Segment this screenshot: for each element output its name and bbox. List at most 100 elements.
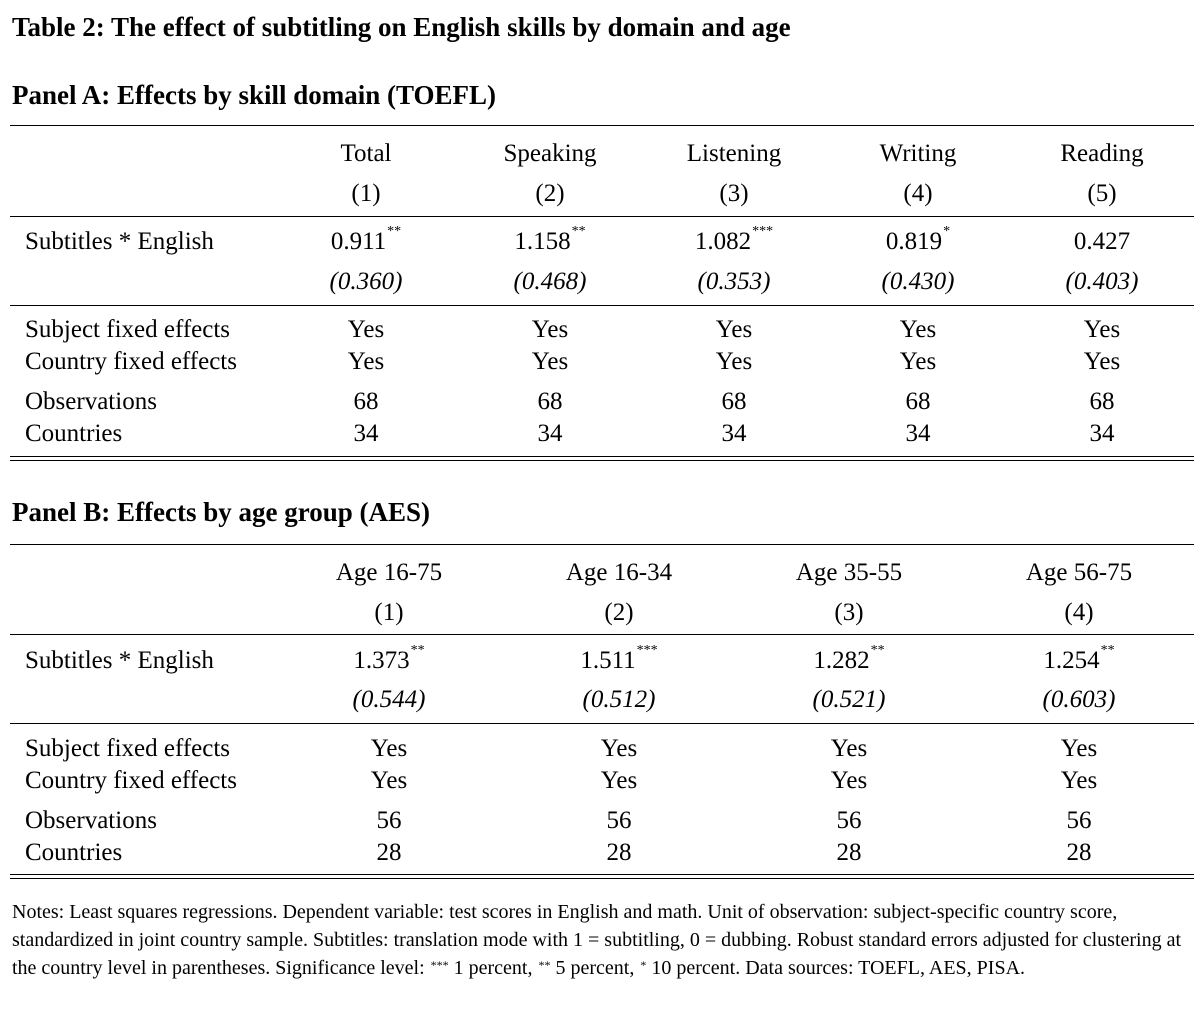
panel-a-col-4-coefficient: 0.819* (885, 224, 950, 256)
panel-b-col-4-coefficient-text: 1.254 (1043, 647, 1100, 674)
panel-b-col-4-header-name: Age 56-75 (1026, 559, 1132, 587)
panel-b-col-1-countries: 28 (377, 839, 402, 867)
panel-a-col-5-coefficient: 0.427 (1074, 228, 1130, 256)
panel-a-col-2-subject-fe-text: Yes (531, 316, 569, 343)
panel-a-col-3-header-number: (3) (719, 180, 748, 208)
panel-b-col-4-countries-text: 28 (1066, 839, 1092, 866)
notes-stars-3: *** (430, 958, 449, 972)
panel-b-col-1-subject-fe-text: Yes (370, 735, 408, 762)
panel-a-col-1-country-fe: Yes (348, 348, 384, 376)
panel-b-col-2-countries-text: 28 (606, 839, 632, 866)
panel-b-col-2-header-number-text: (2) (604, 599, 634, 626)
panel-a-col-5-standard-error: (0.403) (1066, 268, 1139, 296)
panel-a-col-1-header-number: (1) (351, 180, 380, 208)
panel-a-col-4-subject-fe: Yes (900, 316, 936, 344)
panel-b-col-1-subject-fe: Yes (371, 735, 407, 763)
panel-a-col-3-observations-text: 68 (721, 388, 747, 415)
panel-a-col-3-country-fe: Yes (716, 348, 752, 376)
panel-b-bottom-rule (10, 874, 1194, 879)
panel-a-col-5-countries: 34 (1090, 420, 1115, 448)
panel-b-col-4-observations: 56 (1067, 807, 1092, 835)
panel-a-col-3-countries: 34 (722, 420, 747, 448)
panel-b-col-1-observations-text: 56 (376, 807, 402, 834)
panel-b-col-3-header-name: Age 35-55 (796, 559, 902, 587)
panel-a-col-2-countries-text: 34 (537, 420, 563, 447)
panel-a-col-2-subject-fe: Yes (532, 316, 568, 344)
panel-a-col-5-coefficient-text: 0.427 (1073, 228, 1131, 255)
panel-a-col-5-subject-fe-text: Yes (1083, 316, 1121, 343)
panel-b-col-1-country-fe-text: Yes (370, 767, 408, 794)
panel-b-col-3-standard-error: (0.521) (813, 686, 886, 714)
panel-b-col-3-header-number-text: (3) (834, 599, 864, 626)
panel-b-col-3-significance-stars: ** (870, 643, 885, 658)
panel-a-col-5-header-name: Reading (1060, 140, 1143, 168)
panel-a-col-4-country-fe: Yes (900, 348, 936, 376)
panel-a-col-1-standard-error-text: (0.360) (329, 268, 403, 295)
panel-a-col-2-country-fe-text: Yes (531, 348, 569, 375)
panel-b-col-2-subject-fe-text: Yes (600, 735, 638, 762)
panel-a-col-2-header-number-text: (2) (535, 180, 565, 207)
panel-a-col-1-subject-fe-text: Yes (347, 316, 385, 343)
panel-a-col-1-standard-error: (0.360) (330, 268, 403, 296)
panel-b-col-1-standard-error: (0.544) (353, 686, 426, 714)
panel-b-col-1-coefficient: 1.373** (353, 643, 424, 675)
panel-a-col-2-header-number: (2) (535, 180, 564, 208)
panel-a-row-label-observations: Observations (25, 388, 157, 415)
panel-b-col-4-header-name-text: Age 56-75 (1025, 559, 1133, 586)
panel-a-col-4-observations-text: 68 (905, 388, 931, 415)
panel-b-col-2-country-fe: Yes (601, 767, 637, 795)
panel-b-col-1-countries-text: 28 (376, 839, 402, 866)
panel-b-col-4-significance-stars: ** (1100, 643, 1115, 658)
panel-b-col-1-header-number-text: (1) (374, 599, 404, 626)
panel-b-col-2-header-name: Age 16-34 (566, 559, 672, 587)
panel-a-col-1-header-name: Total (340, 140, 391, 168)
panel-a-col-4-header-name: Writing (880, 140, 957, 168)
panel-a-col-3-coefficient: 1.082*** (695, 224, 773, 256)
panel-a-col-1-observations: 68 (354, 388, 379, 416)
panel-b-col-4-countries: 28 (1067, 839, 1092, 867)
panel-a-col-1-observations-text: 68 (353, 388, 379, 415)
panel-b-row-label-country-fe: Country fixed effects (25, 767, 237, 794)
panel-b-col-1-header-name: Age 16-75 (336, 559, 442, 587)
panel-a-col-3-subject-fe-text: Yes (715, 316, 753, 343)
panel-b-col-2-coefficient: 1.511*** (580, 643, 657, 675)
panel-a-col-2-standard-error-text: (0.468) (513, 268, 587, 295)
panel-a-col-4-country-fe-text: Yes (899, 348, 937, 375)
panel-b-col-4-subject-fe-text: Yes (1060, 735, 1098, 762)
panel-b-mid-rule (10, 723, 1194, 724)
panel-a-col-4-header-number: (4) (903, 180, 932, 208)
panel-a-col-4-observations: 68 (906, 388, 931, 416)
panel-b-col-1-header-name-text: Age 16-75 (335, 559, 443, 586)
panel-b-col-2-significance-stars: *** (636, 643, 658, 658)
panel-a-col-1-coefficient-text: 0.911 (330, 228, 387, 255)
panel-b-title: Panel B: Effects by age group (AES) (12, 497, 430, 527)
panel-a-col-5-country-fe-text: Yes (1083, 348, 1121, 375)
panel-a-col-5-subject-fe: Yes (1084, 316, 1120, 344)
panel-a-row-label-country-fe: Country fixed effects (25, 348, 237, 375)
notes-text-4: 10 percent. Data sources: TOEFL, AES, PI… (646, 957, 1026, 979)
panel-b-col-2-coefficient-text: 1.511 (580, 647, 636, 674)
panel-a-col-5-country-fe: Yes (1084, 348, 1120, 376)
panel-b-col-3-subject-fe: Yes (831, 735, 867, 763)
panel-b-col-4-standard-error: (0.603) (1043, 686, 1116, 714)
panel-a-col-3-countries-text: 34 (721, 420, 747, 447)
panel-a-col-2-observations: 68 (538, 388, 563, 416)
panel-a-col-2-header-name: Speaking (503, 140, 596, 168)
panel-b-col-1-coefficient-text: 1.373 (353, 647, 410, 674)
panel-a-col-2-observations-text: 68 (537, 388, 563, 415)
panel-b-col-1-significance-stars: ** (410, 643, 425, 658)
panel-b-col-4-country-fe: Yes (1061, 767, 1097, 795)
panel-a-col-3-standard-error-text: (0.353) (697, 268, 771, 295)
panel-a-col-4-coefficient-text: 0.819 (885, 228, 943, 255)
panel-a-col-5-countries-text: 34 (1089, 420, 1115, 447)
panel-a-col-3-significance-stars: *** (752, 224, 774, 239)
panel-b-col-3-country-fe-text: Yes (830, 767, 868, 794)
panel-b-col-2-standard-error: (0.512) (583, 686, 656, 714)
panel-b-col-3-coefficient: 1.282** (813, 643, 884, 675)
table-notes: Notes: Least squares regressions. Depend… (12, 898, 1188, 982)
panel-b-col-2-header-number: (2) (604, 599, 633, 627)
panel-a-col-1-country-fe-text: Yes (347, 348, 385, 375)
panel-a-col-4-standard-error-text: (0.430) (881, 268, 955, 295)
panel-b-col-3-header-number: (3) (834, 599, 863, 627)
